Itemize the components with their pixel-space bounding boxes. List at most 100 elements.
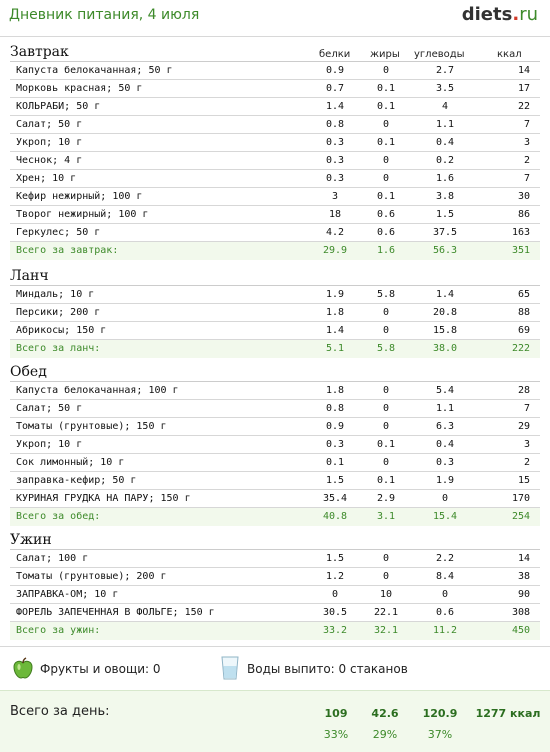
kcal-value: 38 [517, 571, 530, 582]
carbs-value: 37.5 [432, 227, 458, 238]
protein-value: 1.9 [325, 289, 345, 300]
carbs-value: 0.2 [435, 155, 455, 166]
food-row[interactable]: Кефир нежирный; 100 г 3 0.1 3.8 30 [10, 188, 540, 206]
food-row[interactable]: КОЛЬРАБИ; 50 г 1.4 0.1 4 22 [10, 98, 540, 116]
fat-value: 10 [379, 589, 393, 600]
carbs-value: 8.4 [435, 571, 455, 582]
fat-value: 0 [382, 65, 390, 76]
food-row[interactable]: Чеснок; 4 г 0.3 0 0.2 2 [10, 152, 540, 170]
food-row[interactable]: ЗАПРАВКА-ОМ; 10 г 0 10 0 90 [10, 586, 540, 604]
food-row[interactable]: Хрен; 10 г 0.3 0 1.6 7 [10, 170, 540, 188]
fat-value: 0.1 [376, 101, 396, 112]
food-name: ЗАПРАВКА-ОМ; 10 г [16, 589, 119, 600]
extras-bar: Фрукты и овощи: 0 Воды выпито: 0 стакано… [0, 655, 550, 685]
fat-value: 2.9 [376, 493, 396, 504]
food-row[interactable]: Салат; 50 г 0.8 0 1.1 7 [10, 116, 540, 134]
fat-value: 0 [382, 403, 390, 414]
food-name: Капуста белокачанная; 50 г [16, 65, 173, 76]
carbs-value: 6.3 [435, 421, 455, 432]
meal-table: Капуста белокачанная; 100 г 1.8 0 5.4 28 Сала… [10, 381, 540, 526]
carbs-value: 1.4 [435, 289, 455, 300]
fat-value: 5.8 [376, 343, 396, 354]
carbs-value: 4 [441, 101, 449, 112]
food-row[interactable]: Морковь красная; 50 г 0.7 0.1 3.5 17 [10, 80, 540, 98]
kcal-value: 222 [511, 343, 530, 354]
food-row[interactable]: Укроп; 10 г 0.3 0.1 0.4 3 [10, 436, 540, 454]
fat-value: 0.1 [376, 191, 396, 202]
food-name: Чеснок; 4 г [16, 155, 83, 166]
protein-value: 0.3 [325, 439, 345, 450]
protein-value: 29.9 [322, 245, 348, 256]
protein-value: 3 [331, 191, 339, 202]
food-row[interactable]: Абрикосы; 150 г 1.4 0 15.8 69 [10, 322, 540, 340]
carbs-value: 0 [441, 589, 449, 600]
carbs-value: 3.5 [435, 83, 455, 94]
food-row[interactable]: Томаты (грунтовые); 150 г 0.9 0 6.3 29 [10, 418, 540, 436]
kcal-value: 254 [511, 511, 530, 522]
meal-section-dinner: Обед Капуста белокачанная; 100 г 1.8 0 5.4 28… [0, 364, 550, 526]
meal-section-breakfast: Завтрак Капуста белокачанная; 50 г 0.9 0 2.7… [0, 44, 550, 260]
kcal-value: 29 [517, 421, 530, 432]
carbs-value: 0.3 [435, 457, 455, 468]
food-name: заправка-кефир; 50 г [16, 475, 137, 486]
food-name: Хрен; 10 г [16, 173, 77, 184]
carbs-value: 1.1 [435, 403, 455, 414]
carbs-value: 11.2 [432, 625, 458, 636]
food-row[interactable]: Салат; 100 г 1.5 0 2.2 14 [10, 550, 540, 568]
carbs-value: 20.8 [432, 307, 458, 318]
food-name: Томаты (грунтовые); 150 г [16, 421, 167, 432]
fat-value: 0.6 [376, 209, 396, 220]
food-row[interactable]: заправка-кефир; 50 г 1.5 0.1 1.9 15 [10, 472, 540, 490]
food-name: Салат; 50 г [16, 403, 83, 414]
food-row[interactable]: Салат; 50 г 0.8 0 1.1 7 [10, 400, 540, 418]
fat-value: 0 [382, 325, 390, 336]
food-name: Укроп; 10 г [16, 137, 83, 148]
meal-total-row: Всего за обед: 40.8 3.1 15.4 254 [10, 508, 540, 526]
protein-value: 4.2 [325, 227, 345, 238]
kcal-value: 90 [517, 589, 530, 600]
col-fat: жиры [370, 49, 400, 60]
food-name: КОЛЬРАБИ; 50 г [16, 101, 101, 112]
carbs-value: 56.3 [432, 245, 458, 256]
site-logo[interactable]: diets.ru [462, 4, 538, 25]
food-row[interactable]: Капуста белокачанная; 100 г 1.8 0 5.4 28 [10, 382, 540, 400]
food-row[interactable]: КУРИНАЯ ГРУДКА НА ПАРУ; 150 г 35.4 2.9 0 170 [10, 490, 540, 508]
food-name: Томаты (грунтовые); 200 г [16, 571, 167, 582]
kcal-value: 7 [523, 119, 530, 130]
protein-value: 0.9 [325, 65, 345, 76]
kcal-value: 163 [511, 227, 530, 238]
kcal-value: 65 [517, 289, 530, 300]
meal-title: Ужин [10, 532, 52, 548]
protein-value: 1.5 [325, 475, 345, 486]
carbs-value: 2.2 [435, 553, 455, 564]
fat-value: 0 [382, 119, 390, 130]
kcal-value: 3 [523, 439, 530, 450]
food-row[interactable]: Укроп; 10 г 0.3 0.1 0.4 3 [10, 134, 540, 152]
food-row[interactable]: Творог нежирный; 100 г 18 0.6 1.5 86 [10, 206, 540, 224]
kcal-value: 28 [517, 385, 530, 396]
meal-total-row: Всего за ланч: 5.1 5.8 38.0 222 [10, 340, 540, 358]
fat-value: 0.1 [376, 475, 396, 486]
carbs-value: 1.1 [435, 119, 455, 130]
meal-total-row: Всего за ужин: 33.2 32.1 11.2 450 [10, 622, 540, 640]
protein-value: 0.3 [325, 173, 345, 184]
food-row[interactable]: Сок лимонный; 10 г 0.1 0 0.3 2 [10, 454, 540, 472]
food-name: Морковь красная; 50 г [16, 83, 143, 94]
carbs-value: 0 [441, 493, 449, 504]
food-row[interactable]: Томаты (грунтовые); 200 г 1.2 0 8.4 38 [10, 568, 540, 586]
protein-value: 0.8 [325, 403, 345, 414]
kcal-value: 88 [517, 307, 530, 318]
food-row[interactable]: Геркулес; 50 г 4.2 0.6 37.5 163 [10, 224, 540, 242]
kcal-value: 3 [523, 137, 530, 148]
food-row[interactable]: ФОРЕЛЬ ЗАПЕЧЕННАЯ В ФОЛЬГЕ; 150 г 30.5 22.… [10, 604, 540, 622]
header-divider [0, 36, 550, 37]
protein-value: 0.3 [325, 137, 345, 148]
protein-value: 1.4 [325, 101, 345, 112]
food-row[interactable]: Персики; 200 г 1.8 0 20.8 88 [10, 304, 540, 322]
food-row[interactable]: Миндаль; 10 г 1.9 5.8 1.4 65 [10, 286, 540, 304]
carbs-value: 38.0 [432, 343, 458, 354]
water-glass-icon [221, 656, 239, 680]
food-row[interactable]: Капуста белокачанная; 50 г 0.9 0 2.7 14 [10, 62, 540, 80]
meal-table: Миндаль; 10 г 1.9 5.8 1.4 65 Персики; 200 г 1.… [10, 285, 540, 358]
protein-value: 0.3 [325, 155, 345, 166]
